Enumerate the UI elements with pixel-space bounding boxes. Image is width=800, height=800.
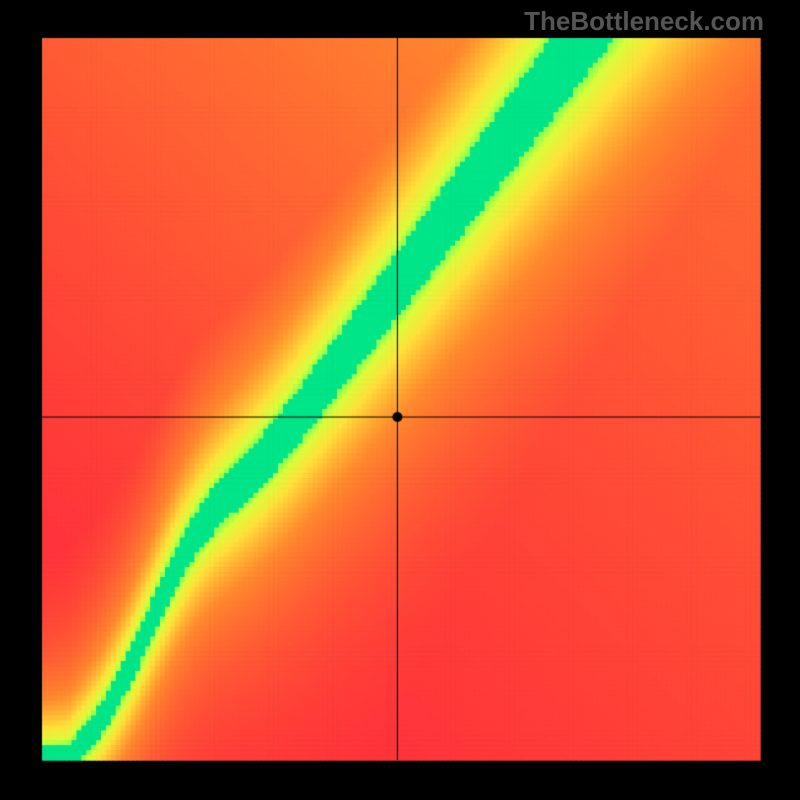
- chart-frame: TheBottleneck.com: [0, 0, 800, 800]
- bottleneck-heatmap-canvas: [0, 0, 800, 800]
- watermark-text: TheBottleneck.com: [524, 6, 764, 37]
